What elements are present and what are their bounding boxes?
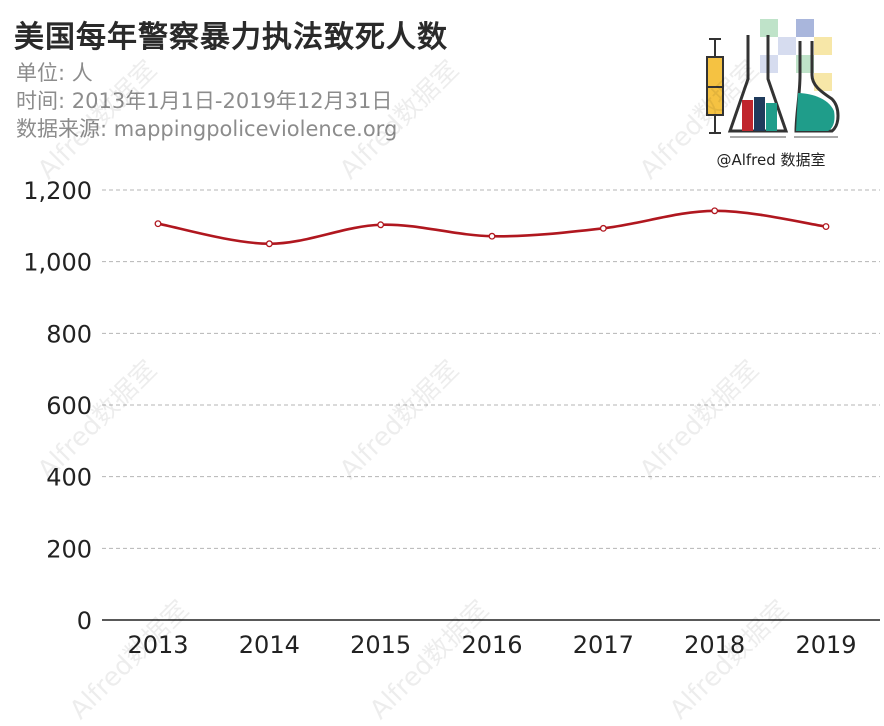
y-tick-label: 800 <box>46 320 92 348</box>
data-point <box>377 221 385 229</box>
unit-label: 单位: 人 <box>16 61 93 85</box>
y-tick-label: 1,200 <box>23 177 92 205</box>
x-tick-label: 2019 <box>795 631 856 659</box>
data-point <box>711 207 719 215</box>
y-axis-ticks: 0 200 400 600 800 1,000 1,200 <box>23 177 92 635</box>
grid-lines <box>102 189 880 621</box>
logo-caption: @Alfred 数据室 <box>716 151 826 169</box>
y-tick-label: 200 <box>46 535 92 563</box>
data-point <box>488 232 496 240</box>
series-markers <box>154 207 830 248</box>
x-tick-label: 2014 <box>239 631 300 659</box>
data-point <box>822 223 830 230</box>
x-tick-label: 2013 <box>127 631 188 659</box>
y-tick-label: 400 <box>46 464 92 492</box>
data-point <box>599 224 607 232</box>
brand-logo: @Alfred 数据室 <box>700 15 842 173</box>
y-tick-label: 0 <box>77 607 92 635</box>
x-tick-label: 2016 <box>461 631 522 659</box>
flask-chart-icon <box>706 19 840 138</box>
y-tick-label: 1,000 <box>23 249 92 277</box>
x-tick-label: 2018 <box>684 631 745 659</box>
line-chart: 0 200 400 600 800 1,000 1,200 2013 2014 2015 2016… <box>23 177 880 659</box>
time-range-label: 时间: 2013年1月1日-2019年12月31日 <box>16 89 393 113</box>
chart-title: 美国每年警察暴力执法致死人数 <box>14 20 448 55</box>
data-point <box>154 220 162 228</box>
x-axis-ticks: 2013 2014 2015 2016 2017 2018 2019 <box>127 631 856 659</box>
x-tick-label: 2015 <box>350 631 411 659</box>
source-label: 数据来源: mappingpoliceviolence.org <box>16 117 398 141</box>
x-tick-label: 2017 <box>573 631 634 659</box>
data-point <box>265 240 273 248</box>
y-tick-label: 600 <box>46 392 92 420</box>
